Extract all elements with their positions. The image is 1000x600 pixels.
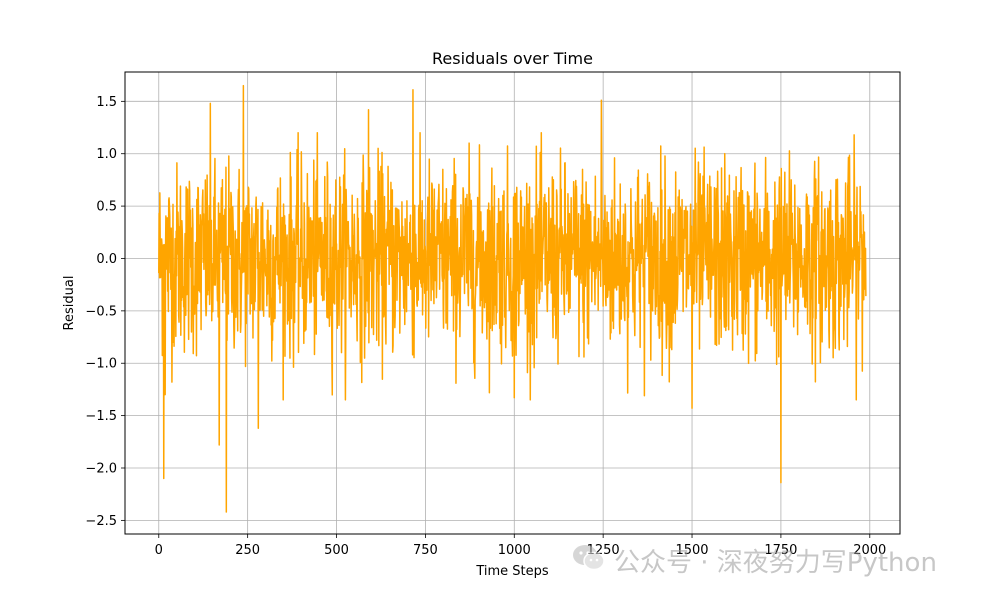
- y-tick-label: 1.5: [96, 95, 117, 110]
- x-tick-label: 0: [155, 543, 163, 558]
- wechat-icon: [572, 543, 606, 577]
- y-tick-label: −2.5: [85, 514, 117, 529]
- x-tick-label: 750: [413, 543, 438, 558]
- x-tick-label: 500: [324, 543, 349, 558]
- y-tick-label: −2.0: [85, 462, 117, 477]
- x-tick-label: 1500: [675, 543, 708, 558]
- x-tick-label: 1750: [764, 543, 797, 558]
- y-tick-label: −1.5: [85, 409, 117, 424]
- y-tick-label: 1.0: [96, 147, 117, 162]
- y-axis-label: Residual: [62, 276, 77, 331]
- watermark-text: 公众号 · 深夜努力写Python: [614, 547, 937, 578]
- y-tick-label: 0.5: [96, 200, 117, 215]
- x-axis-label: Time Steps: [475, 564, 549, 579]
- y-tick-label: 0.0: [96, 252, 117, 267]
- x-tick-label: 1000: [498, 543, 531, 558]
- x-tick-label: 2000: [853, 543, 886, 558]
- watermark: 公众号 · 深夜努力写Python: [572, 542, 937, 578]
- chart-title: Residuals over Time: [432, 49, 593, 68]
- series-residuals: [158, 84, 867, 513]
- residual-line: [158, 84, 867, 513]
- x-tick-label: 250: [235, 543, 260, 558]
- plot-frame: [124, 71, 901, 535]
- y-tick-label: −1.0: [85, 357, 117, 372]
- y-tick-label: −0.5: [85, 304, 117, 319]
- axis-ticks: 0 250 500 750 1000 1250 1500 1750 2000−2.5−2.0−1…: [85, 95, 886, 558]
